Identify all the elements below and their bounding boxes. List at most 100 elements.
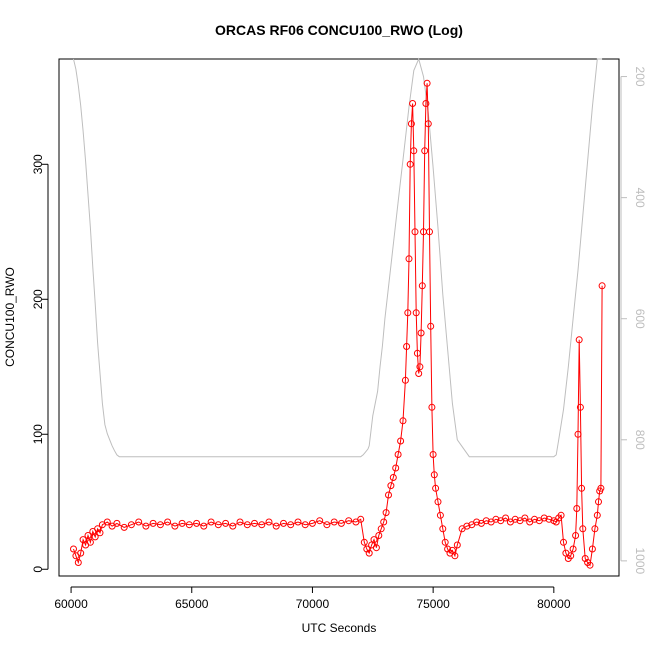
data-point: [578, 484, 586, 492]
data-point: [591, 525, 599, 533]
data-point: [357, 515, 365, 523]
data-point: [569, 545, 577, 553]
x-tick-label: 65000: [175, 597, 209, 611]
data-point: [70, 545, 77, 553]
concentration-layer: [70, 79, 606, 569]
x-tick-label: 75000: [416, 597, 450, 611]
data-point: [557, 511, 565, 519]
y-axis-label: CONCU100_RWO: [3, 267, 17, 367]
data-point: [392, 464, 400, 472]
data-point: [502, 514, 510, 522]
data-point: [360, 538, 368, 546]
data-point: [567, 552, 575, 560]
data-point: [77, 549, 85, 557]
data-point: [389, 474, 397, 481]
data-point: [417, 329, 425, 337]
data-point: [453, 541, 461, 549]
data-point: [330, 518, 338, 526]
data-point: [365, 549, 373, 557]
data-point: [84, 532, 92, 539]
data-point: [316, 517, 324, 525]
data-point: [171, 522, 179, 530]
data-point: [149, 519, 157, 527]
data-point: [411, 228, 419, 236]
data-point: [120, 523, 128, 531]
data-point: [424, 120, 432, 128]
data-point: [588, 545, 596, 553]
data-point: [576, 403, 584, 411]
data-point: [178, 519, 186, 527]
data-point: [434, 498, 442, 506]
data-point: [427, 322, 435, 330]
data-point: [394, 451, 402, 458]
altitude-layer: [73, 57, 603, 458]
y-tick-label: 100: [31, 424, 45, 444]
data-point: [598, 282, 606, 290]
data-point: [415, 370, 423, 377]
data-point: [430, 471, 438, 479]
y-tick-label: 300: [31, 154, 45, 174]
data-point: [377, 525, 385, 533]
data-point: [86, 538, 94, 546]
concentration-series-line: [73, 83, 603, 567]
data-point: [397, 437, 405, 445]
data-point: [574, 430, 582, 438]
data-point: [243, 521, 251, 529]
y2-tick-label: 400: [633, 188, 647, 208]
data-point: [418, 282, 426, 290]
data-point: [482, 517, 490, 525]
y-tick-label: 0: [31, 566, 45, 573]
data-point: [403, 343, 411, 350]
data-point: [287, 521, 295, 529]
data-point: [407, 120, 415, 128]
data-point: [560, 538, 567, 546]
data-point: [382, 509, 390, 517]
data-point: [412, 309, 420, 317]
y2-tick-label: 1000: [633, 548, 647, 575]
data-point: [308, 519, 316, 527]
data-point: [586, 561, 594, 569]
data-point: [492, 515, 500, 523]
data-point: [200, 522, 208, 530]
data-point: [406, 160, 414, 168]
data-point: [142, 522, 150, 530]
data-point: [540, 514, 548, 522]
data-point: [573, 505, 581, 512]
data-point: [572, 532, 580, 539]
data-point: [185, 521, 193, 529]
data-point: [193, 519, 201, 527]
chart-title: ORCAS RF06 CONCU100_RWO (Log): [215, 22, 463, 38]
data-point: [214, 521, 222, 529]
data-point: [422, 100, 430, 107]
plot-frame: [58, 58, 620, 577]
y-tick-label: 200: [31, 289, 45, 309]
data-point: [428, 403, 436, 411]
data-point: [451, 552, 459, 560]
data-point: [426, 228, 433, 236]
x-tick-label: 70000: [296, 597, 330, 611]
data-point: [387, 482, 395, 490]
data-point: [280, 519, 287, 527]
data-point: [207, 518, 215, 526]
data-point: [345, 517, 353, 525]
data-point: [265, 518, 273, 526]
data-point: [410, 147, 418, 155]
data-point: [323, 521, 331, 529]
data-point: [258, 521, 266, 529]
data-point: [421, 147, 429, 155]
data-point: [416, 363, 424, 371]
data-point: [409, 100, 417, 107]
data-point: [113, 519, 121, 527]
data-point: [463, 522, 471, 530]
data-point: [404, 309, 412, 317]
altitude-series-line: [73, 57, 603, 458]
data-point: [432, 484, 440, 492]
data-point: [251, 519, 258, 527]
data-point: [372, 544, 380, 552]
data-point: [337, 519, 345, 527]
y2-tick-label: 200: [633, 67, 647, 87]
data-point: [593, 511, 601, 519]
data-point: [439, 525, 447, 533]
data-point: [380, 518, 388, 526]
